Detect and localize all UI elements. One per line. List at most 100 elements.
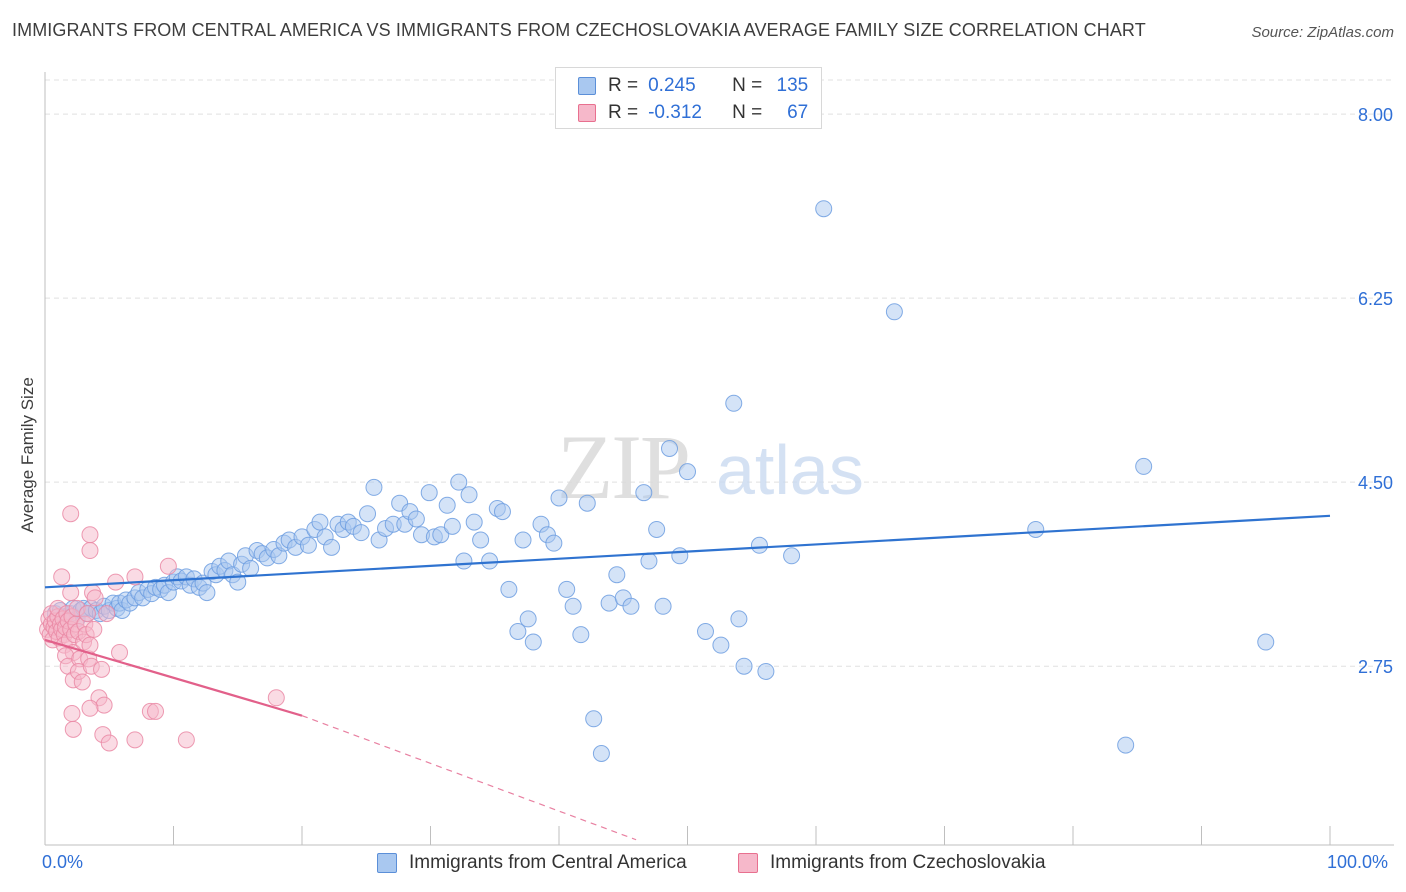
point-central-america <box>481 552 499 570</box>
point-central-america <box>671 547 689 565</box>
point-central-america <box>735 657 753 675</box>
legend-label: Immigrants from Central America <box>409 852 687 873</box>
point-czechoslovakia <box>53 568 71 586</box>
point-central-america <box>679 463 696 481</box>
point-central-america <box>564 597 582 615</box>
trend-line-central-america <box>44 514 1331 589</box>
legend-swatch-blue <box>578 77 596 95</box>
axes <box>44 72 1394 846</box>
legend-swatch-pink <box>738 853 758 873</box>
point-central-america <box>1117 736 1135 754</box>
point-czechoslovakia <box>78 605 96 623</box>
legend-swatch-pink <box>578 104 596 122</box>
legend-label: Immigrants from Czechoslovakia <box>770 852 1046 873</box>
point-central-america <box>600 594 618 612</box>
n-value: 135 <box>776 75 809 96</box>
r-label: R = <box>608 102 639 123</box>
n-label: N = <box>732 102 763 123</box>
legend-row-pink: R = -0.312 N = 67 <box>578 101 808 125</box>
point-czechoslovakia <box>62 505 80 523</box>
n-label: N = <box>732 75 763 96</box>
point-central-america <box>730 610 748 628</box>
legend-swatch-blue <box>377 853 397 873</box>
legend-row-blue: R = 0.245 N = 135 <box>578 74 808 98</box>
point-central-america <box>648 520 666 538</box>
point-czechoslovakia <box>93 660 111 678</box>
y-tick-label: 6.25 <box>1358 289 1393 309</box>
point-central-america <box>815 200 833 218</box>
point-czechoslovakia <box>159 557 177 575</box>
point-czechoslovakia <box>86 589 104 607</box>
n-value: 67 <box>787 102 809 123</box>
trend-lines <box>44 514 1331 841</box>
point-central-america <box>500 580 518 598</box>
point-central-america <box>661 440 679 458</box>
point-central-america <box>365 478 383 496</box>
point-central-america <box>750 536 768 554</box>
point-central-america <box>545 534 563 552</box>
y-tick-labels: 2.75 4.50 6.25 8.00 <box>1358 105 1393 677</box>
point-central-america <box>524 633 542 651</box>
series-legend: Immigrants from Central America Immigran… <box>0 852 1406 876</box>
point-central-america <box>885 303 903 321</box>
y-tick-label: 2.75 <box>1358 657 1393 677</box>
y-axis-label: Average Family Size <box>18 377 37 533</box>
legend-item-central-america: Immigrants from Central America <box>377 852 687 874</box>
point-central-america <box>622 597 640 615</box>
point-central-america <box>558 580 576 598</box>
watermark-atlas: atlas <box>716 431 864 509</box>
point-czechoslovakia <box>126 731 144 749</box>
y-tick-label: 8.00 <box>1358 105 1393 125</box>
chart-title: IMMIGRANTS FROM CENTRAL AMERICA VS IMMIG… <box>12 20 1146 40</box>
point-central-america <box>311 513 329 531</box>
point-central-america <box>1027 520 1045 538</box>
correlation-legend: R = 0.245 N = 135 R = -0.312 N = 67 <box>555 67 822 129</box>
point-central-america <box>635 484 653 502</box>
gridlines <box>45 79 1394 667</box>
point-czechoslovakia <box>63 705 81 723</box>
x-tick-label-max: 100.0% <box>1327 852 1389 872</box>
point-central-america <box>509 623 527 641</box>
point-central-america <box>443 517 461 535</box>
point-czechoslovakia <box>81 526 99 544</box>
point-central-america <box>352 524 370 542</box>
x-tick-label-min: 0.0% <box>42 852 84 872</box>
data-points <box>39 200 1275 763</box>
point-central-america <box>432 526 450 544</box>
point-central-america <box>757 662 775 680</box>
point-central-america <box>514 531 532 549</box>
point-czechoslovakia <box>100 734 118 752</box>
point-central-america <box>572 626 590 644</box>
point-central-america <box>783 547 801 565</box>
point-czechoslovakia <box>267 689 285 707</box>
point-central-america <box>493 503 511 521</box>
point-central-america <box>299 536 317 554</box>
point-czechoslovakia <box>95 696 113 714</box>
point-central-america <box>242 559 260 577</box>
point-central-america <box>472 531 490 549</box>
point-czechoslovakia <box>126 568 144 586</box>
point-central-america <box>1257 633 1275 651</box>
point-central-america <box>229 573 247 591</box>
point-central-america <box>654 597 672 615</box>
point-central-america <box>608 566 626 584</box>
point-central-america <box>323 538 341 556</box>
point-czechoslovakia <box>64 720 82 738</box>
source-label: Source: ZipAtlas.com <box>1251 24 1394 41</box>
point-czechoslovakia <box>177 731 195 749</box>
point-central-america <box>450 473 468 491</box>
point-czechoslovakia <box>85 620 103 638</box>
point-central-america <box>550 489 568 507</box>
r-value: -0.312 <box>648 102 702 123</box>
point-czechoslovakia <box>62 584 80 602</box>
point-central-america <box>519 610 537 628</box>
point-central-america <box>465 513 483 531</box>
point-central-america <box>420 484 438 502</box>
point-czechoslovakia <box>81 699 99 717</box>
point-czechoslovakia <box>147 702 165 720</box>
point-central-america <box>640 552 658 570</box>
point-czechoslovakia <box>73 673 91 691</box>
point-central-america <box>198 584 216 602</box>
watermark-zip: ZIP <box>557 416 689 518</box>
point-central-america <box>578 494 596 512</box>
